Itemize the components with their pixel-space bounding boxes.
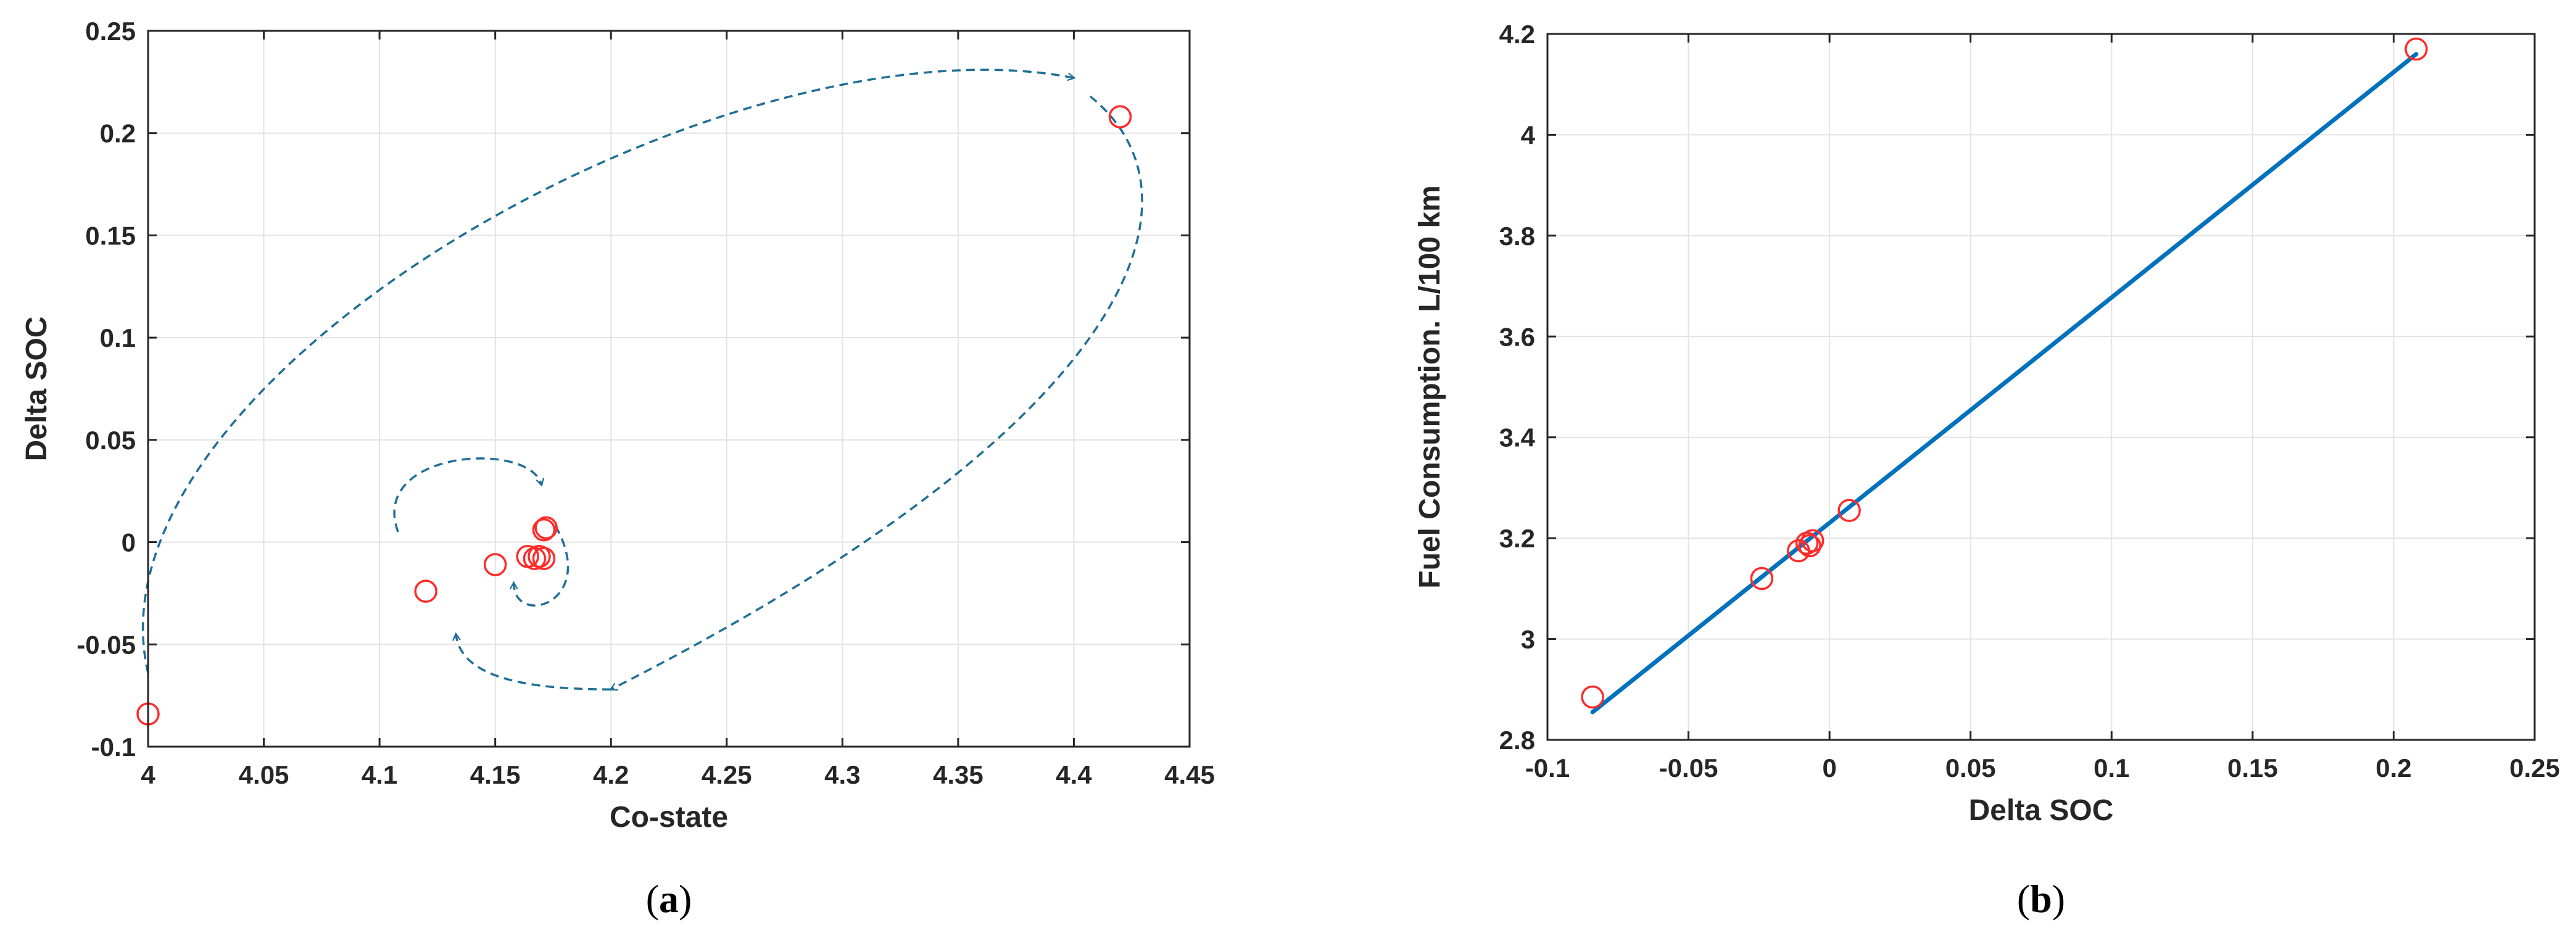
x-tick-label: 4.25 (702, 760, 752, 789)
y-tick-label: 0.15 (85, 221, 136, 250)
x-tick-label: 4.4 (1056, 760, 1092, 789)
data-points-a (136, 105, 1132, 726)
data-points-b (1581, 37, 2428, 709)
iteration-arrow (456, 634, 611, 691)
grid-b (1546, 33, 2536, 741)
panel-a-close: ) (679, 877, 692, 921)
x-tick-label: 0.25 (2509, 753, 2560, 782)
y-tick-label: 0.05 (85, 426, 136, 455)
y-tick-label: -0.05 (77, 630, 136, 659)
x-tick-label: 4.2 (593, 760, 629, 789)
grid-a (147, 30, 1191, 748)
y-tick-label: 0.25 (85, 17, 136, 46)
y-tick-label: 3.4 (1499, 423, 1536, 452)
data-point (1837, 499, 1861, 522)
data-point (532, 547, 556, 570)
x-tick-label: 4.3 (824, 760, 860, 789)
axes-frame-b (1546, 33, 2536, 741)
fit-line (1590, 52, 2419, 715)
x-axis-label-b: Delta SOC (1969, 794, 2114, 827)
x-tick-label: 4 (141, 760, 155, 789)
data-point (483, 553, 507, 576)
y-tick-label: 4.2 (1499, 20, 1535, 49)
iteration-arrow (142, 68, 1074, 674)
x-tick-label: -0.05 (1659, 753, 1718, 782)
iteration-arrow (393, 457, 542, 533)
y-axis-label-a: Delta SOC (20, 317, 53, 462)
x-tick-labels-b: -0.1 -0.05 0 0.05 0.1 0.15 0.2 0.25 (1525, 753, 2560, 782)
panel-b-close: ) (2052, 877, 2065, 921)
x-tick-label: 0 (1822, 753, 1836, 782)
y-axis-label-b: Fuel Consumption. L/100 km (1414, 185, 1446, 588)
y-tick-label: 3.8 (1499, 222, 1535, 251)
iteration-arrow (514, 525, 569, 607)
y-tick-label: 3.6 (1499, 322, 1535, 351)
y-tick-label: 0.2 (100, 119, 136, 148)
y-tick-label: 4 (1521, 120, 1536, 149)
axes-frame-a (147, 30, 1191, 748)
panel-b-open: ( (2017, 877, 2030, 921)
x-tick-labels-a: 4 4.05 4.1 4.15 4.2 4.25 4.3 4.35 4.4 4.45 (141, 760, 1215, 789)
x-tick-label: 0.1 (2094, 753, 2129, 782)
y-tick-label: 3.2 (1499, 524, 1535, 553)
y-tick-label: -0.1 (91, 732, 136, 761)
x-tick-label: 4.45 (1164, 760, 1215, 789)
panel-a-open: ( (646, 877, 659, 921)
data-point (1581, 685, 1604, 709)
y-tick-labels-b: 2.8 3 3.2 3.4 3.6 3.8 4 4.2 (1499, 20, 1536, 755)
data-point (534, 516, 558, 540)
panel-label-a: (a) (646, 877, 692, 921)
y-tick-label: 3 (1521, 625, 1535, 654)
data-point (414, 579, 437, 603)
panel-label-b: (b) (2017, 877, 2065, 921)
iteration-path-arrows (142, 68, 1143, 691)
y-tick-label: 0 (122, 528, 136, 557)
data-point (1750, 566, 1774, 591)
chart-co-state-vs-delta-soc: 4 4.05 4.1 4.15 4.2 4.25 4.3 4.35 4.4 4.45 -0.1-0… (20, 17, 1215, 921)
x-tick-label: 0.2 (2375, 753, 2411, 782)
data-point (1108, 105, 1132, 128)
data-point (1798, 534, 1821, 558)
y-tick-labels-a: -0.1 -0.05 0 0.05 0.1 0.15 0.2 0.25 (77, 17, 136, 761)
x-tick-label: 4.15 (470, 760, 521, 789)
data-point (1800, 529, 1824, 552)
data-point (2404, 37, 2428, 61)
chart-delta-soc-vs-fuel: -0.1 -0.05 0 0.05 0.1 0.15 0.2 0.25 2.8 3 3.2 3.4 3… (1414, 20, 2560, 921)
panel-a-letter: a (659, 877, 679, 921)
x-tick-label: 4.05 (239, 760, 289, 789)
data-point (532, 518, 556, 542)
y-tick-label: 2.8 (1499, 726, 1535, 755)
panel-b-letter: b (2030, 877, 2052, 921)
y-tick-label: 0.1 (100, 323, 136, 352)
iteration-arrow (611, 95, 1143, 689)
x-tick-label: -0.1 (1525, 753, 1570, 782)
x-tick-label: 4.35 (933, 760, 984, 789)
x-tick-label: 0.05 (1945, 753, 1996, 782)
x-axis-label-a: Co-state (610, 801, 728, 834)
x-tick-label: 4.1 (362, 760, 397, 789)
x-tick-label: 0.15 (2227, 753, 2278, 782)
